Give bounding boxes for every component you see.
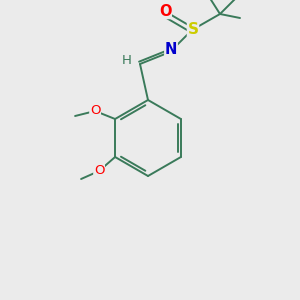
Text: O: O bbox=[159, 4, 171, 19]
Text: O: O bbox=[94, 164, 104, 178]
Text: methoxy: methoxy bbox=[72, 117, 78, 118]
Text: O: O bbox=[90, 103, 100, 116]
Text: H: H bbox=[122, 55, 132, 68]
Text: N: N bbox=[165, 43, 177, 58]
Text: S: S bbox=[188, 22, 199, 37]
